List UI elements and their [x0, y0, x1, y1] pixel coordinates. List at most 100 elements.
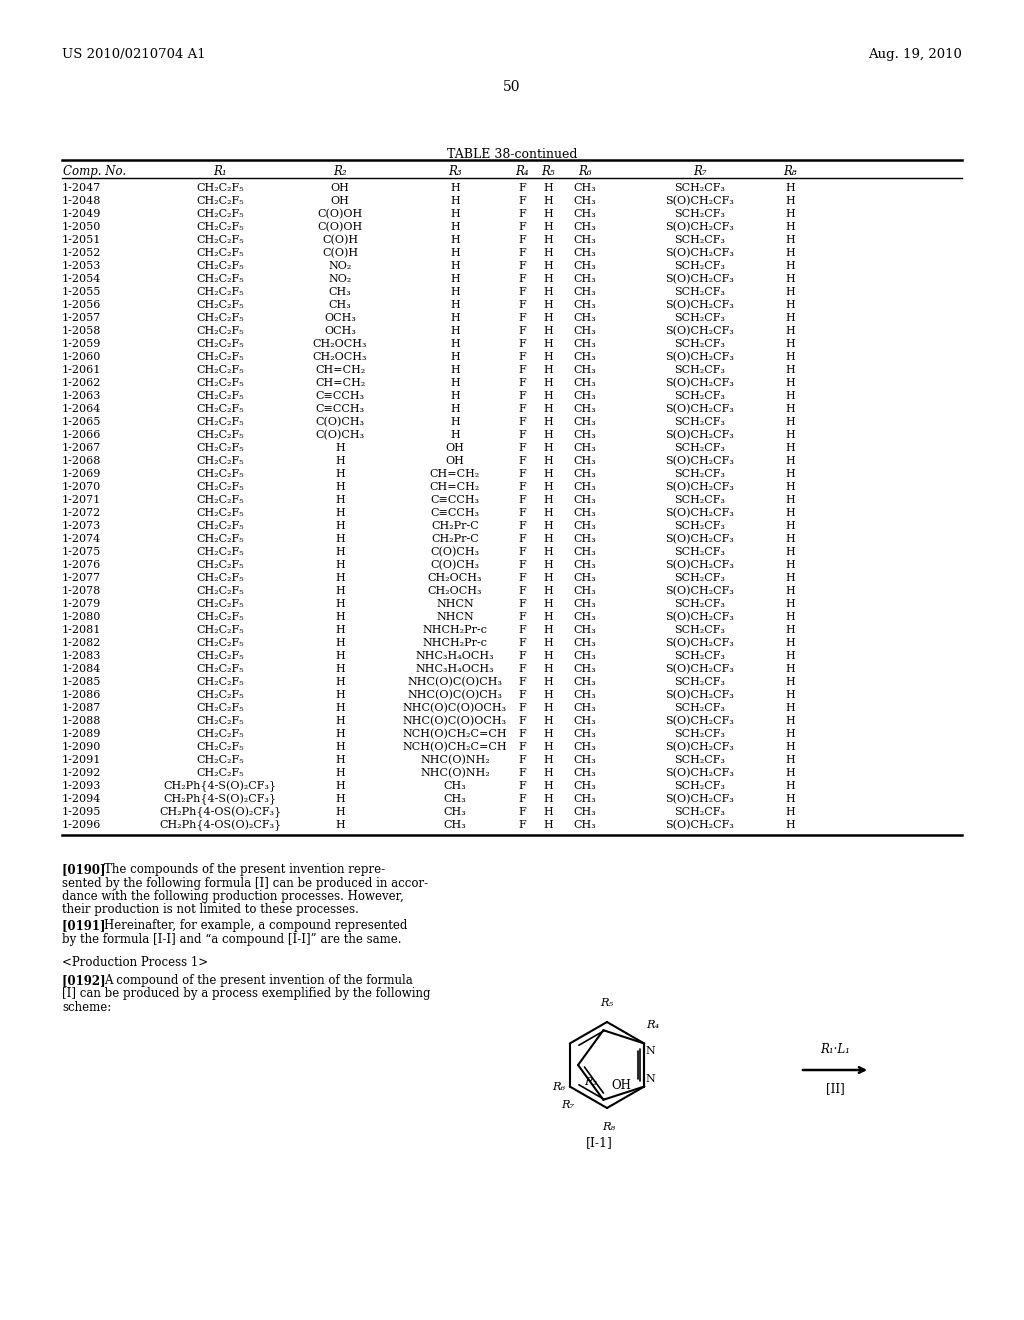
Text: H: H	[335, 612, 345, 622]
Text: 1-2072: 1-2072	[62, 508, 101, 517]
Text: H: H	[785, 535, 795, 544]
Text: CH₂C₂F₅: CH₂C₂F₅	[197, 638, 244, 648]
Text: H: H	[543, 651, 553, 661]
Text: CH₂C₂F₅: CH₂C₂F₅	[197, 599, 244, 609]
Text: SCH₂CF₃: SCH₂CF₃	[675, 624, 725, 635]
Text: H: H	[785, 248, 795, 257]
Text: H: H	[335, 795, 345, 804]
Text: H: H	[451, 404, 460, 414]
Text: CH₂C₂F₅: CH₂C₂F₅	[197, 482, 244, 492]
Text: CH₂C₂F₅: CH₂C₂F₅	[197, 560, 244, 570]
Text: F: F	[518, 677, 526, 686]
Text: F: F	[518, 222, 526, 232]
Text: C(O)CH₃: C(O)CH₃	[315, 417, 365, 428]
Text: H: H	[335, 599, 345, 609]
Text: OH: OH	[331, 183, 349, 193]
Text: NHCH₂Pr-c: NHCH₂Pr-c	[423, 624, 487, 635]
Text: [I-1]: [I-1]	[586, 1137, 612, 1148]
Text: H: H	[543, 339, 553, 348]
Text: H: H	[543, 755, 553, 766]
Text: F: F	[518, 482, 526, 492]
Text: H: H	[543, 430, 553, 440]
Text: CH₃: CH₃	[573, 195, 596, 206]
Text: Aug. 19, 2010: Aug. 19, 2010	[868, 48, 962, 61]
Text: S(O)CH₂CF₃: S(O)CH₂CF₃	[666, 300, 734, 310]
Text: S(O)CH₂CF₃: S(O)CH₂CF₃	[666, 586, 734, 597]
Text: NHC₃H₄OCH₃: NHC₃H₄OCH₃	[416, 664, 495, 675]
Text: S(O)CH₂CF₃: S(O)CH₂CF₃	[666, 352, 734, 362]
Text: CH₃: CH₃	[573, 573, 596, 583]
Text: SCH₂CF₃: SCH₂CF₃	[675, 286, 725, 297]
Text: CH₃: CH₃	[573, 535, 596, 544]
Text: SCH₂CF₃: SCH₂CF₃	[675, 209, 725, 219]
Text: F: F	[518, 742, 526, 752]
Text: CH₃: CH₃	[443, 781, 466, 791]
Text: H: H	[543, 795, 553, 804]
Text: H: H	[785, 222, 795, 232]
Text: 1-2066: 1-2066	[62, 430, 101, 440]
Text: 1-2089: 1-2089	[62, 729, 101, 739]
Text: CH₃: CH₃	[573, 261, 596, 271]
Text: F: F	[518, 586, 526, 597]
Text: H: H	[543, 352, 553, 362]
Text: CH₃: CH₃	[573, 560, 596, 570]
Text: F: F	[518, 209, 526, 219]
Text: H: H	[543, 366, 553, 375]
Text: F: F	[518, 430, 526, 440]
Text: SCH₂CF₃: SCH₂CF₃	[675, 781, 725, 791]
Text: S(O)CH₂CF₃: S(O)CH₂CF₃	[666, 275, 734, 284]
Text: CH₂C₂F₅: CH₂C₂F₅	[197, 742, 244, 752]
Text: their production is not limited to these processes.: their production is not limited to these…	[62, 903, 358, 916]
Text: H: H	[335, 444, 345, 453]
Text: CH₂C₂F₅: CH₂C₂F₅	[197, 586, 244, 597]
Text: C(O)H: C(O)H	[322, 248, 358, 259]
Text: S(O)CH₂CF₃: S(O)CH₂CF₃	[666, 248, 734, 259]
Text: CH₃: CH₃	[573, 235, 596, 246]
Text: F: F	[518, 235, 526, 246]
Text: H: H	[335, 455, 345, 466]
Text: R₈: R₈	[602, 1122, 615, 1133]
Text: F: F	[518, 417, 526, 426]
Text: 1-2084: 1-2084	[62, 664, 101, 675]
Text: 1-2075: 1-2075	[62, 546, 101, 557]
Text: H: H	[451, 248, 460, 257]
Text: CH₃: CH₃	[573, 795, 596, 804]
Text: CH₂C₂F₅: CH₂C₂F₅	[197, 651, 244, 661]
Text: H: H	[785, 326, 795, 337]
Text: CH₂C₂F₅: CH₂C₂F₅	[197, 508, 244, 517]
Text: CH₃: CH₃	[329, 286, 351, 297]
Text: CH₃: CH₃	[573, 430, 596, 440]
Text: H: H	[543, 781, 553, 791]
Text: NHC(O)C(O)CH₃: NHC(O)C(O)CH₃	[408, 677, 503, 688]
Text: SCH₂CF₃: SCH₂CF₃	[675, 469, 725, 479]
Text: H: H	[543, 612, 553, 622]
Text: 1-2096: 1-2096	[62, 820, 101, 830]
Text: H: H	[543, 624, 553, 635]
Text: F: F	[518, 183, 526, 193]
Text: H: H	[785, 508, 795, 517]
Text: H: H	[785, 195, 795, 206]
Text: NHCN: NHCN	[436, 612, 474, 622]
Text: H: H	[543, 664, 553, 675]
Text: S(O)CH₂CF₃: S(O)CH₂CF₃	[666, 612, 734, 622]
Text: H: H	[785, 352, 795, 362]
Text: [0191]: [0191]	[62, 919, 110, 932]
Text: F: F	[518, 573, 526, 583]
Text: H: H	[543, 183, 553, 193]
Text: CH=CH₂: CH=CH₂	[314, 378, 366, 388]
Text: dance with the following production processes. However,: dance with the following production proc…	[62, 890, 403, 903]
Text: F: F	[518, 521, 526, 531]
Text: 50: 50	[503, 81, 521, 94]
Text: 1-2070: 1-2070	[62, 482, 101, 492]
Text: OH: OH	[445, 444, 465, 453]
Text: H: H	[785, 378, 795, 388]
Text: S(O)CH₂CF₃: S(O)CH₂CF₃	[666, 795, 734, 804]
Text: CH₃: CH₃	[573, 599, 596, 609]
Text: CH₃: CH₃	[573, 755, 596, 766]
Text: SCH₂CF₃: SCH₂CF₃	[675, 704, 725, 713]
Text: H: H	[785, 300, 795, 310]
Text: SCH₂CF₃: SCH₂CF₃	[675, 521, 725, 531]
Text: NCH(O)CH₂C=CH: NCH(O)CH₂C=CH	[402, 742, 507, 752]
Text: F: F	[518, 404, 526, 414]
Text: NCH(O)CH₂C=CH: NCH(O)CH₂C=CH	[402, 729, 507, 739]
